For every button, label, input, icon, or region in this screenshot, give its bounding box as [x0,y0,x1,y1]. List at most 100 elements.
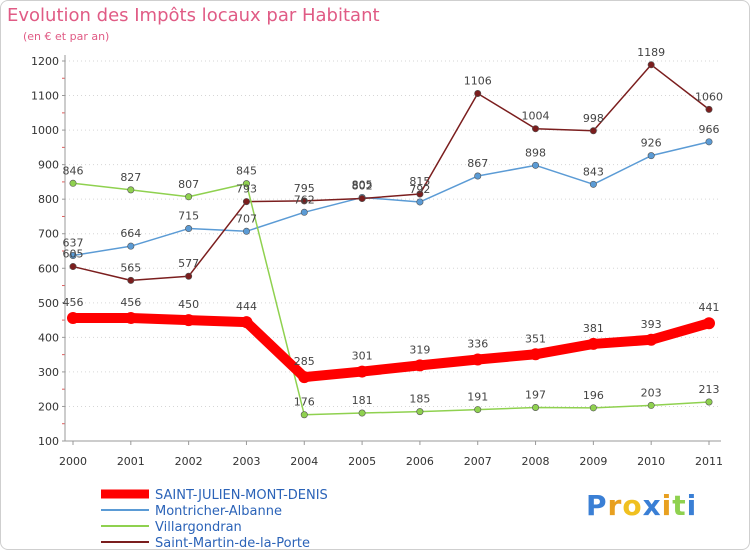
logo-letter: i [686,489,698,522]
data-point [705,398,713,406]
y-tick-label: 300 [38,366,59,379]
data-point [532,125,540,133]
x-tick-label: 2010 [637,455,665,468]
data-label: 336 [467,337,488,350]
logo-letter: t [672,489,687,522]
series-line [72,141,710,257]
data-point [69,263,77,271]
data-point [356,365,369,378]
data-label: 802 [352,179,373,192]
y-tick-label: 600 [38,262,59,275]
data-label: 792 [409,183,430,196]
data-point [300,208,308,216]
logo-letter: x [642,489,662,522]
series-line [72,64,710,282]
series-line [68,313,714,383]
data-label: 456 [63,296,84,309]
data-point [182,314,195,327]
x-tick-label: 2005 [348,455,376,468]
y-tick-label: 900 [38,159,59,172]
series-line [72,182,710,416]
data-label: 605 [63,248,84,261]
data-point [647,401,655,409]
data-label: 301 [352,350,373,363]
x-tick-label: 2009 [579,455,607,468]
data-point [416,198,424,206]
data-label: 793 [236,183,257,196]
data-label: 795 [294,182,315,195]
legend: SAINT-JULIEN-MONT-DENISMontricher-Albann… [101,488,328,549]
data-label: 203 [641,386,662,399]
y-tick-label: 400 [38,331,59,344]
y-tick-label: 1000 [31,124,59,137]
legend-label: Saint-Martin-de-la-Porte [155,536,310,549]
data-point [474,406,482,414]
x-tick-label: 2000 [59,455,87,468]
y-tick-label: 800 [38,193,59,206]
axes: 100 200 300 400 500 600 700 800 900 1000 1100 1200 2… [31,55,723,468]
data-point [127,242,135,250]
x-tick-label: 2008 [522,455,550,468]
legend-label: SAINT-JULIEN-MONT-DENIS [155,488,328,503]
data-label: 1106 [464,74,492,87]
x-tick-label: 2006 [406,455,434,468]
data-label: 762 [294,193,315,206]
data-point [532,161,540,169]
data-label: 846 [63,164,84,177]
data-label: 450 [178,298,199,311]
logo-letter: i [661,489,673,522]
data-label: 196 [583,389,604,402]
data-label: 843 [583,165,604,178]
series-lines [67,61,715,419]
y-tick-label: 1200 [31,55,59,68]
data-point [69,251,77,259]
data-point [416,190,424,198]
data-label: 815 [409,175,430,188]
grid-lines [65,60,721,442]
data-label: 191 [467,391,488,404]
y-tick-label: 1100 [31,90,59,103]
data-label: 966 [699,123,720,136]
data-label: 1189 [637,46,665,59]
data-label: 381 [583,322,604,335]
data-point [471,353,484,366]
data-label: 664 [120,227,141,240]
x-tick-label: 2004 [290,455,318,468]
data-point [242,180,250,188]
data-label: 926 [641,137,662,150]
data-label: 456 [120,296,141,309]
legend-label: Villargondran [155,520,242,535]
data-point [645,333,658,346]
data-point [647,61,655,69]
data-label: 707 [236,212,257,225]
data-point [705,105,713,113]
data-label: 805 [352,178,373,191]
logo-letter: P [586,489,608,522]
chart-subtitle: (en € et par an) [23,30,110,43]
x-tick-label: 2001 [117,455,145,468]
data-label: 867 [467,157,488,170]
data-point [127,186,135,194]
data-label: 213 [699,383,720,396]
data-point [589,127,597,135]
logo-letter: o [622,489,643,522]
data-point [127,276,135,284]
data-label: 577 [178,257,199,270]
data-point [67,312,79,325]
data-point [242,198,250,206]
data-label: 637 [63,236,84,249]
data-point [474,172,482,180]
data-point [300,197,308,205]
data-point [703,317,715,330]
data-point [240,316,253,329]
data-label: 898 [525,146,546,159]
proxiti-logo: Proxiti [586,489,697,522]
data-point [358,194,366,202]
data-point [298,371,311,384]
data-point [300,411,308,419]
data-label: 444 [236,300,257,313]
data-label: 1004 [522,110,550,123]
